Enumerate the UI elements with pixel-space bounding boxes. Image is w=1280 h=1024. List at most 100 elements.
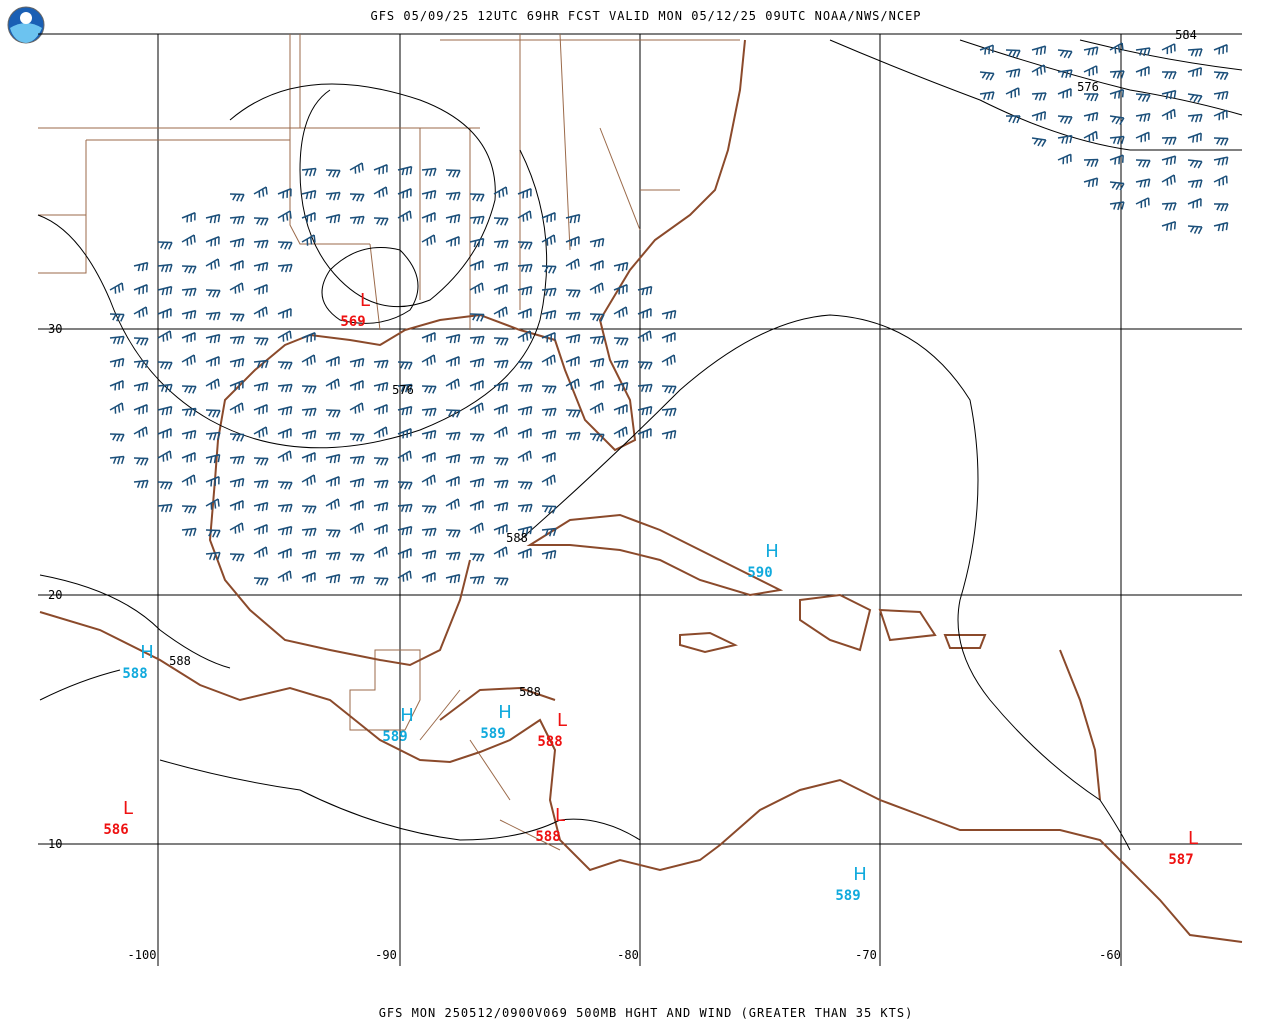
wind-barb [397,383,413,393]
contour-label: 576 [1077,80,1099,94]
wind-barb [133,359,149,369]
wind-barb [277,188,292,199]
wind-barb [1005,87,1020,99]
wind-barb [1109,42,1124,54]
wind-barb [253,337,269,346]
wind-barb [469,433,485,442]
wind-barb [133,457,149,466]
wind-barb [613,261,629,272]
wind-barb [493,306,508,318]
wind-barb [277,450,292,462]
wind-barb [1213,109,1228,121]
wind-barb [301,452,316,463]
wind-barb [253,217,269,226]
wind-barb [397,481,413,490]
wind-barb [493,546,508,558]
wind-barb [541,385,557,394]
wind-barb [589,237,605,248]
wind-barb [1109,201,1125,211]
wind-barb [493,337,509,346]
wind-barb [253,284,268,295]
wind-barb [277,241,293,250]
wind-barb [1109,70,1125,79]
contour-label: 588 [169,654,191,668]
wind-barb [253,239,269,249]
center-kind: H [400,705,414,726]
wind-barb [589,357,605,368]
wind-barb [157,263,173,273]
wind-barb [469,313,485,322]
wind-barb [349,433,365,442]
wind-barb [541,505,557,514]
wind-barb [1161,108,1176,120]
wind-barb [469,477,485,488]
wind-barb [613,306,628,318]
wind-barb [565,431,581,441]
wind-barb [493,577,509,586]
wind-barb [205,311,221,321]
contour-label: 576 [392,383,414,397]
wind-barb [1161,202,1177,211]
wind-barb [397,428,412,439]
wind-barb [397,361,413,370]
wind-barb [445,551,461,561]
wind-barb [325,409,341,418]
wind-barb [541,549,557,560]
wind-barb [373,524,388,535]
wind-barb [637,405,653,416]
center-kind: L [555,805,565,826]
wind-barb [109,282,124,294]
wind-barb [157,285,173,296]
wind-barb [1083,130,1098,142]
wind-barb [373,457,389,466]
lon-label: -90 [375,948,397,962]
wind-barb [373,186,388,198]
wind-barb [1006,115,1021,124]
wind-barb [349,500,364,511]
wind-barb [445,476,460,487]
wind-barb [445,333,461,344]
wind-barb [1109,154,1124,165]
center-value: 589 [835,888,860,904]
wind-barb [229,313,245,322]
wind-barb [589,335,605,345]
wind-barb [133,479,149,489]
wind-barb [1135,47,1151,57]
wind-barb [1109,88,1125,99]
wind-barb [181,429,197,440]
wind-barb [229,215,245,225]
wind-barb [613,337,629,346]
wind-barb [325,213,341,224]
wind-barb [397,450,412,462]
wind-barb [1084,93,1099,102]
wind-barb [541,429,557,440]
wind-barb [565,311,581,321]
wind-barb [661,429,677,440]
wind-barbs [109,42,1229,586]
wind-barb [637,383,653,393]
wind-barb [325,191,341,201]
wind-barb [469,380,484,391]
wind-barb [301,549,317,560]
wind-barb [157,330,172,342]
wind-barb [301,429,317,440]
wind-barb [979,71,995,81]
header-title: GFS 05/09/25 12UTC 69HR FCST VALID MON 0… [370,9,921,23]
wind-barb [373,501,389,512]
wind-barb [373,426,388,438]
wind-barb [589,260,604,271]
wind-barb [637,361,653,370]
wind-barb [205,431,221,441]
wind-barb [133,381,149,392]
wind-barb [229,522,244,534]
wind-barb [229,357,245,368]
wind-barb [349,215,365,225]
wind-barb [1187,113,1203,123]
wind-barb [181,287,197,297]
wind-barb [325,453,341,464]
wind-barb [373,546,388,558]
wind-barb [181,474,196,486]
wind-barb [181,385,197,394]
wind-barb [493,404,508,415]
